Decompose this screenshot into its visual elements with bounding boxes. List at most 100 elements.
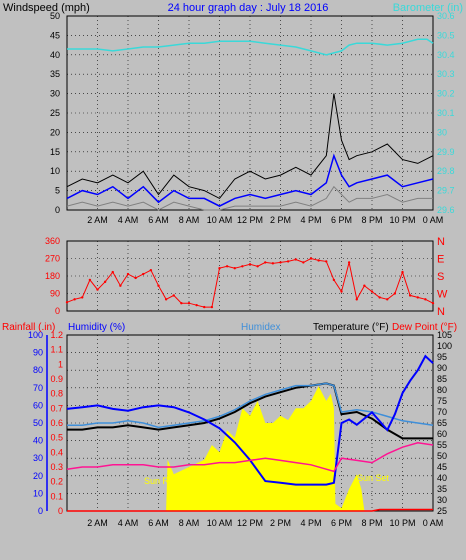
wind-direction-point-25 <box>256 265 259 268</box>
wind-x-tick-5: 12 PM <box>237 215 263 225</box>
baro-y-tick-7: 30.3 <box>437 69 455 79</box>
dir-y-tick-0: 0 <box>55 306 60 316</box>
wind-y-tick-3: 15 <box>50 147 60 157</box>
baro-y-tick-8: 30.4 <box>437 50 455 60</box>
baro-y-tick-1: 29.7 <box>437 186 455 196</box>
series-line-temp-1 <box>67 382 434 429</box>
series-layer <box>65 38 435 512</box>
temp-y-tick-6: 55 <box>437 440 447 450</box>
rain-y-tick-2: 0.2 <box>50 477 63 487</box>
baro-y-tick-10: 30.6 <box>437 11 455 21</box>
wind-y-tick-2: 10 <box>50 166 60 176</box>
humidity-y-tick-0: 0 <box>38 506 43 516</box>
rain-y-tick-0: 0 <box>58 506 63 516</box>
series-line-temp-0 <box>67 382 433 440</box>
humidity-y-tick-7: 70 <box>33 383 43 393</box>
baro-y-tick-5: 30.1 <box>437 108 455 118</box>
wind-x-tick-1: 4 AM <box>118 215 139 225</box>
wind-direction-point-8 <box>126 272 130 276</box>
humidity-y-tick-10: 100 <box>28 330 43 340</box>
temp-x-tick-2: 6 AM <box>148 518 169 528</box>
rain-y-tick-12: 1.2 <box>50 330 63 340</box>
wind-direction-point-36 <box>340 290 343 293</box>
baro-y-tick-2: 29.8 <box>437 166 455 176</box>
humidity-y-tick-2: 20 <box>33 471 43 481</box>
wind-direction-point-29 <box>286 260 290 263</box>
temp-x-tick-0: 2 AM <box>87 518 108 528</box>
humidity-axis-title: Humidity (%) <box>68 322 125 333</box>
rain-y-tick-5: 0.5 <box>50 433 63 443</box>
dir-y-tick-3: 270 <box>45 254 60 264</box>
wind-direction-point-30 <box>294 258 297 261</box>
barometer-axis-title: Barometer (in) <box>393 2 463 14</box>
humidex-legend-label: Humidex <box>241 322 280 333</box>
solar-area <box>67 386 433 511</box>
wind-y-tick-0: 0 <box>55 205 60 215</box>
wind-x-tick-6: 2 PM <box>270 215 291 225</box>
sunrise-label: Sun Rise <box>144 476 181 486</box>
wind-direction-point-12 <box>157 284 160 287</box>
wind-y-tick-7: 35 <box>50 69 60 79</box>
temp-y-tick-10: 75 <box>437 396 447 406</box>
wind-direction-point-24 <box>248 263 252 266</box>
wind-direction-point-14 <box>172 294 175 297</box>
wind-direction-point-16 <box>187 302 191 305</box>
wind-x-tick-0: 2 AM <box>87 215 108 225</box>
series-line-humidity-2 <box>66 354 434 486</box>
dir-compass-label-1: W <box>437 289 448 301</box>
baro-y-tick-0: 29.6 <box>437 205 455 215</box>
temp-x-tick-10: 10 PM <box>389 518 415 528</box>
temp-x-tick-7: 4 PM <box>300 518 321 528</box>
wind-x-tick-9: 8 PM <box>361 215 382 225</box>
temp-y-tick-8: 65 <box>437 418 447 428</box>
dir-compass-label-2: S <box>437 271 444 283</box>
temp-y-tick-3: 40 <box>437 473 447 483</box>
dewpoint-legend-label: Dew Point (°F) <box>392 322 457 333</box>
temp-x-tick-6: 2 PM <box>270 518 291 528</box>
humidity-y-tick-8: 80 <box>33 365 43 375</box>
wind-direction-point-21 <box>225 265 229 268</box>
dir-compass-label-3: E <box>437 254 444 266</box>
wind-y-tick-4: 20 <box>50 127 60 137</box>
humidity-y-tick-6: 60 <box>33 400 43 410</box>
temp-y-tick-15: 100 <box>437 341 452 351</box>
wind-direction-point-6 <box>111 270 114 274</box>
barometer-line <box>67 38 434 56</box>
wind-x-tick-3: 8 AM <box>179 215 200 225</box>
wind-direction-point-20 <box>218 267 221 270</box>
wind-direction-point-39 <box>363 284 366 287</box>
wind-direction-point-15 <box>180 302 183 305</box>
wind-direction-point-35 <box>332 278 336 282</box>
dir-y-tick-2: 180 <box>45 271 60 281</box>
wind-x-tick-4: 10 AM <box>207 215 233 225</box>
wind-x-tick-10: 10 PM <box>389 215 415 225</box>
wind-direction-point-37 <box>347 261 351 264</box>
wind-low-line <box>66 185 433 211</box>
baro-y-tick-4: 30 <box>437 127 447 137</box>
dir-compass-label-0: N <box>437 306 445 318</box>
humidity-y-tick-4: 40 <box>33 436 43 446</box>
wind-direction-point-7 <box>119 284 122 287</box>
temp-y-tick-5: 50 <box>437 451 447 461</box>
temp-y-tick-12: 85 <box>437 374 447 384</box>
temp-y-tick-9: 70 <box>437 407 447 417</box>
dir-compass-label-4: N <box>437 236 445 248</box>
humidity-y-tick-5: 50 <box>33 418 43 428</box>
temp-y-tick-0: 25 <box>437 506 447 516</box>
humidity-y-tick-9: 90 <box>33 348 43 358</box>
wind-direction-point-2 <box>81 296 84 299</box>
humidity-y-tick-1: 10 <box>33 488 43 498</box>
wind-direction-point-0 <box>65 301 69 304</box>
wind-direction-point-27 <box>271 262 275 265</box>
temp-y-tick-1: 30 <box>437 495 447 505</box>
rain-y-tick-3: 0.3 <box>50 462 63 472</box>
wind-gust-line <box>66 93 434 200</box>
wind-direction-point-47 <box>424 298 427 301</box>
wind-y-tick-5: 25 <box>50 108 60 118</box>
wind-direction-point-42 <box>386 298 389 301</box>
wind-direction-point-44 <box>401 270 404 274</box>
wind-direction-point-41 <box>378 296 381 299</box>
graph-title: 24 hour graph day : July 18 2016 <box>168 2 329 14</box>
rain-y-tick-4: 0.4 <box>50 447 63 457</box>
